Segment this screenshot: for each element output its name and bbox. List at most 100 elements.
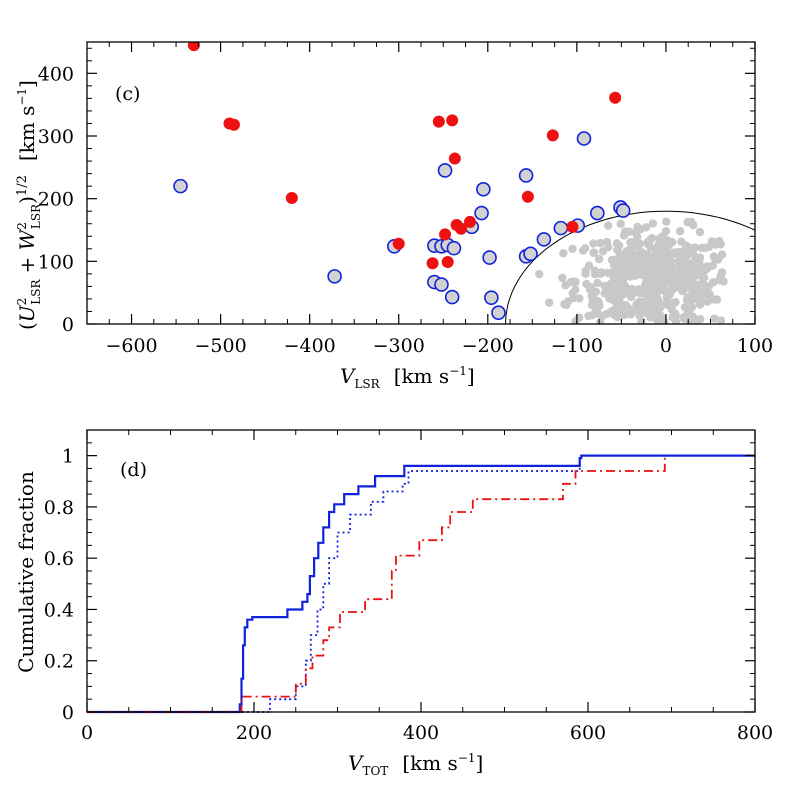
red-filled-point: [187, 42, 200, 52]
gray-point: [656, 311, 665, 320]
cdf-solid-line: [87, 454, 755, 714]
blue-open-point: [576, 131, 592, 146]
y-tick-label: 200: [38, 189, 74, 211]
gray-point: [654, 275, 664, 284]
gray-point: [651, 290, 660, 299]
x-tick-label: −500: [195, 335, 247, 357]
gray-point: [626, 238, 635, 247]
gray-point: [662, 286, 672, 296]
gray-point: [597, 268, 606, 277]
gray-point: [575, 294, 584, 303]
blue-open-point: [615, 203, 631, 218]
blue-open-point: [327, 269, 342, 284]
plot-frame: [86, 429, 756, 713]
gray-point: [606, 286, 616, 296]
blue-open-point: [523, 246, 538, 262]
gray-point: [625, 253, 634, 262]
gray-point: [659, 259, 669, 268]
gray-point: [628, 262, 637, 272]
gray-point: [695, 227, 705, 237]
blue-open-point: [482, 250, 497, 265]
blue-open-point: [444, 289, 460, 305]
gray-point: [643, 275, 652, 284]
gray-point: [626, 285, 636, 294]
gray-point: [587, 300, 597, 310]
gray-point: [594, 254, 604, 264]
red-filled-point: [455, 222, 468, 235]
blue-open-point: [173, 178, 188, 194]
y-axis-title: (U2LSR+ W2LSR)1/2[km s−1]: [15, 80, 43, 330]
y-axis-title: Cumulative fraction: [14, 471, 38, 673]
red-filled-point: [609, 91, 622, 104]
x-tick-label: −200: [462, 335, 514, 357]
gray-point: [669, 264, 678, 273]
blue-open-point: [434, 277, 449, 292]
gray-point: [612, 239, 622, 248]
gray-point: [697, 243, 707, 253]
x-tick-label: 0: [660, 335, 672, 357]
blue-open-point: [446, 240, 462, 256]
gray-point: [675, 257, 684, 266]
blue-open-point: [553, 220, 569, 236]
gray-point: [661, 227, 671, 236]
y-tick-label: 0.4: [44, 599, 74, 621]
gray-point: [710, 314, 719, 323]
gray-point: [670, 249, 680, 258]
blue-open-point: [518, 168, 534, 183]
gray-point: [680, 275, 689, 284]
gray-point: [586, 283, 595, 292]
gray-point: [714, 255, 723, 264]
blue-open-point: [536, 232, 552, 247]
y-tick-label: 0.8: [44, 497, 74, 519]
gray-point: [633, 304, 642, 313]
red-filled-point: [432, 115, 445, 128]
gray-point: [590, 266, 600, 275]
gray-point: [642, 223, 651, 232]
gray-point: [619, 231, 629, 240]
red-filled-point: [448, 152, 461, 165]
x-tick-label: 600: [570, 722, 606, 744]
gray-point: [571, 317, 580, 324]
gray-point: [677, 284, 686, 294]
gray-point: [704, 242, 713, 252]
gray-point: [596, 238, 605, 248]
gray-point: [626, 272, 635, 281]
gray-point: [617, 260, 626, 269]
gray-point: [711, 240, 720, 249]
red-filled-point: [285, 192, 298, 205]
gray-point: [646, 235, 655, 244]
gray-point: [663, 300, 672, 310]
gray-point: [587, 291, 596, 300]
gray-point: [712, 295, 722, 304]
gray-point: [625, 245, 635, 254]
gray-point: [703, 297, 712, 306]
gray-point: [581, 244, 590, 253]
panel-label: (d): [120, 459, 147, 481]
gray-point: [687, 260, 696, 269]
red-filled-point: [521, 190, 534, 203]
blue-open-point: [491, 305, 506, 321]
red-filled-point: [439, 228, 452, 241]
gray-point: [664, 273, 673, 282]
gray-point: [701, 283, 711, 292]
gray-point: [648, 219, 658, 228]
plot-area: [173, 42, 755, 324]
blue-open-point: [474, 205, 489, 221]
x-tick-label: −300: [373, 335, 425, 357]
gray-point: [613, 245, 622, 254]
gray-point: [690, 271, 700, 280]
gray-point: [671, 298, 680, 307]
red-filled-point: [446, 114, 459, 127]
x-tick-label: 100: [737, 335, 773, 357]
x-tick-label: −600: [105, 335, 157, 357]
gray-point: [617, 304, 626, 313]
gray-point: [675, 227, 685, 236]
red-filled-point: [227, 118, 240, 131]
x-axis-title: VLSR [km s−1]: [340, 364, 475, 391]
gray-point: [535, 269, 544, 279]
red-filled-point: [426, 257, 439, 270]
gray-point: [655, 267, 664, 276]
gray-point: [656, 250, 665, 259]
x-tick-label: 200: [236, 722, 272, 744]
